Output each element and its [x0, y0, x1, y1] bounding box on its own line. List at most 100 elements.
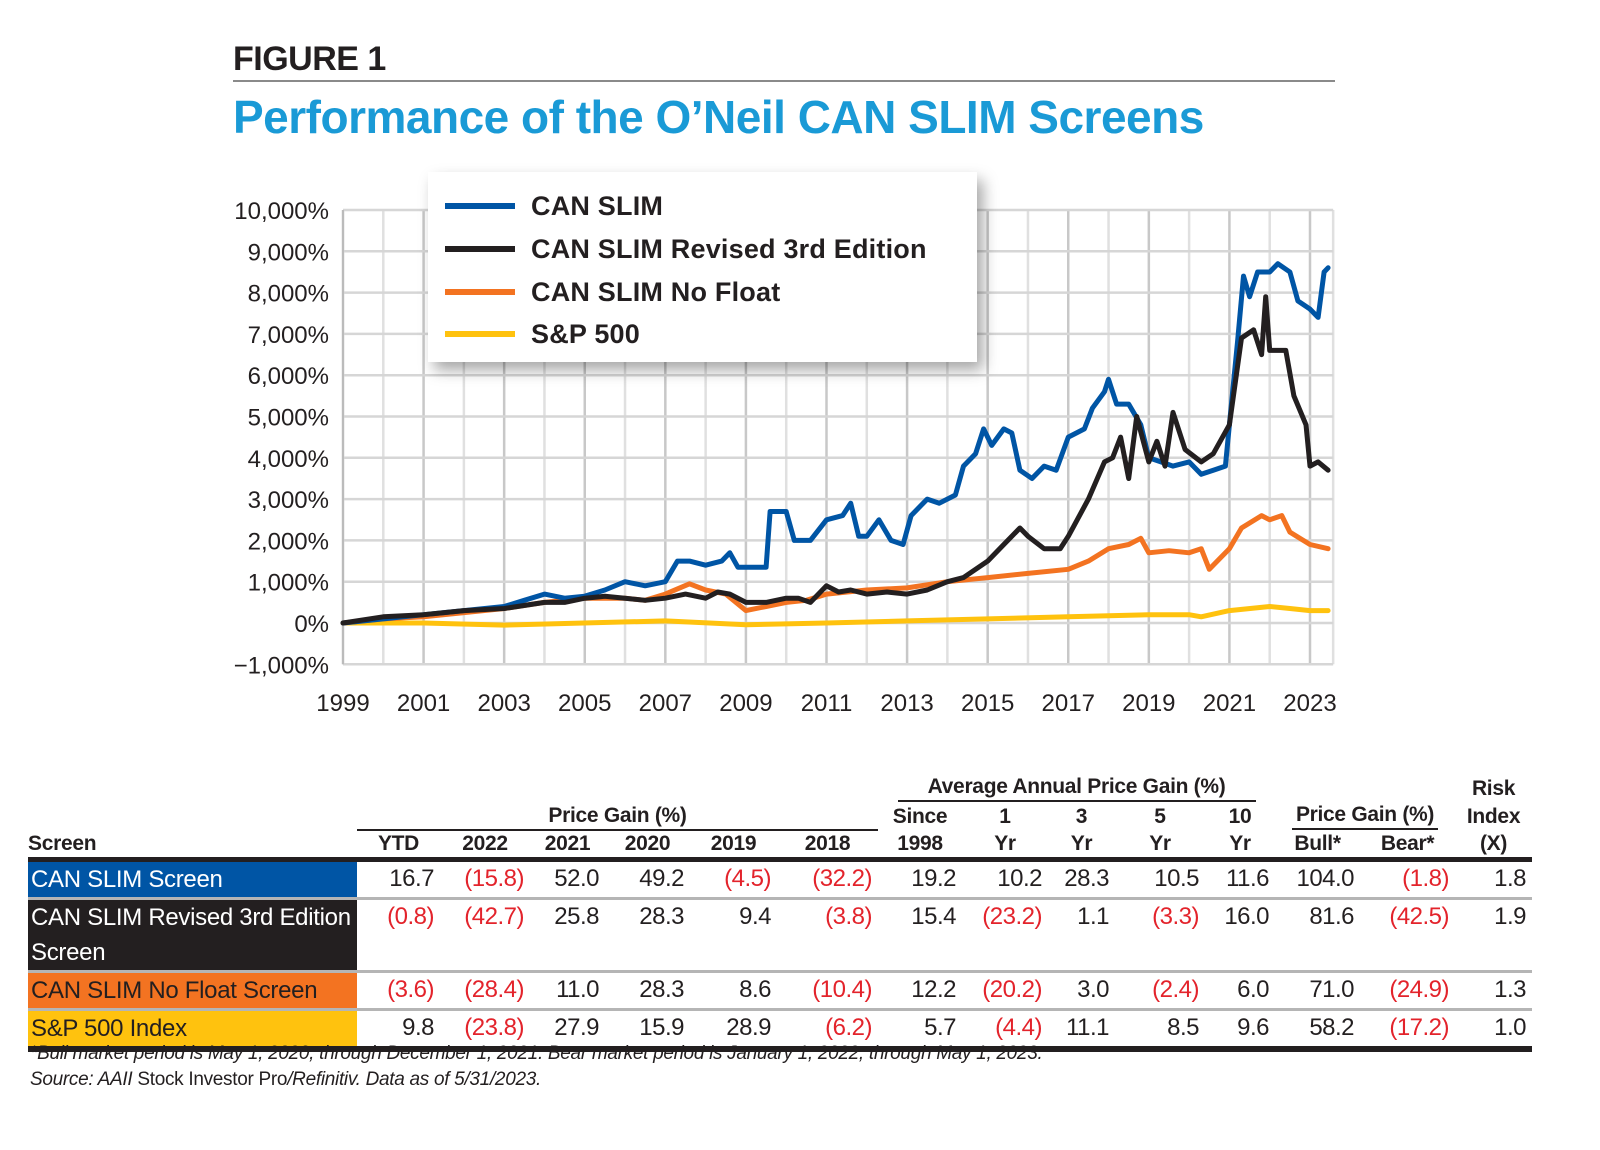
y-tick-label: 5,000% — [248, 405, 329, 432]
source-product: Stock Investor Pro — [137, 1069, 288, 1090]
column-header: 2022 — [462, 832, 508, 855]
footnote-source: Source: AAII Stock Investor Pro/Refiniti… — [30, 1069, 541, 1091]
column-header: Bear* — [1380, 832, 1435, 855]
series-line-can-slim-revised-3rd-edition — [340, 294, 1331, 626]
table-cell: 28.9 — [726, 1014, 771, 1041]
table-cell: 15.4 — [911, 903, 956, 930]
header-risk-index: Index — [1466, 805, 1521, 828]
y-tick-label: 8,000% — [248, 281, 329, 308]
header-col: 5 — [1154, 805, 1166, 828]
table-cell: 52.0 — [554, 865, 599, 892]
table-cell: 49.2 — [639, 865, 684, 892]
table-row: CAN SLIM Screen 16.7 (15.8) 52.0 49.2 (4.5) (3… — [28, 859, 1533, 899]
column-header: 2020 — [624, 832, 671, 855]
column-header: Yr — [1229, 832, 1251, 855]
column-header: Screen — [28, 832, 97, 855]
table-cell: 16.0 — [1224, 903, 1270, 930]
y-tick-label: 4,000% — [248, 446, 329, 473]
header-row-mid: Price Gain (%) Since 1 3 5 10 Price Gain… — [28, 802, 1532, 831]
table-cell: (17.2) — [1389, 1014, 1450, 1041]
y-tick-label: 9,000% — [248, 239, 329, 266]
x-tick-label: 2007 — [639, 690, 692, 717]
header-bull-bear: Price Gain (%) — [1291, 802, 1439, 830]
x-tick-label: 2009 — [719, 690, 772, 717]
header-col: 10 — [1228, 805, 1252, 828]
table-cell: 9.6 — [1237, 1014, 1270, 1041]
column-header: Yr — [994, 832, 1016, 855]
y-tick-label: 2,000% — [248, 528, 329, 555]
legend-label: CAN SLIM Revised 3rd Edition — [531, 233, 927, 264]
table-cell: (42.7) — [464, 903, 524, 930]
table-cell: (2.4) — [1152, 976, 1199, 1003]
y-tick-label: 7,000% — [248, 322, 329, 349]
table-cell: 104.0 — [1296, 865, 1355, 892]
table-cell: 28.3 — [639, 976, 684, 1003]
header-price-gain: Price Gain (%) — [357, 802, 878, 831]
table-cell: (24.9) — [1389, 976, 1450, 1003]
header-col: 3 — [1075, 805, 1088, 828]
x-tick-label: 2013 — [880, 690, 933, 717]
table-cell: (10.4) — [812, 976, 872, 1003]
x-tick-label: 2003 — [477, 690, 530, 717]
column-header: 2018 — [804, 832, 851, 855]
y-tick-label: 1,000% — [248, 570, 329, 597]
table-cell: 11.0 — [556, 976, 599, 1003]
column-header: YTD — [377, 832, 420, 855]
table-row: CAN SLIM Revised 3rd Edition Screen (0.8)… — [28, 898, 1533, 972]
table-cell: (28.4) — [464, 976, 524, 1003]
y-tick-label: 10,000% — [234, 198, 329, 225]
table-cell: 10.2 — [997, 865, 1042, 892]
table-cell: 3.0 — [1077, 976, 1109, 1003]
table-cell: 28.3 — [639, 903, 684, 930]
source-suffix: /Refinitiv. Data as of 5/31/2023. — [287, 1069, 541, 1090]
table-cell: (3.3) — [1152, 903, 1199, 930]
column-header: 1998 — [897, 832, 943, 855]
legend-swatch — [445, 289, 515, 295]
table-cell: (3.6) — [387, 976, 434, 1003]
x-tick-label: 2005 — [558, 690, 611, 717]
screen-name: CAN SLIM No Float Screen — [28, 971, 357, 1010]
x-tick-label: 2001 — [397, 690, 450, 717]
table-cell: (20.2) — [982, 976, 1042, 1003]
legend-swatch — [445, 331, 515, 337]
x-tick-label: 2011 — [801, 690, 853, 717]
y-tick-label: −1,000% — [234, 652, 329, 679]
column-header: Bull* — [1294, 832, 1341, 855]
y-tick-label: 0% — [294, 611, 329, 638]
table-cell: 81.6 — [1309, 903, 1355, 930]
table-cell: (6.2) — [825, 1014, 872, 1041]
table-cell: 5.7 — [924, 1014, 956, 1041]
series-line-s-p-500 — [340, 604, 1331, 628]
table-cell: (4.5) — [724, 865, 771, 892]
legend-label: S&P 500 — [531, 318, 640, 349]
table-cell: 8.6 — [739, 976, 771, 1003]
column-header: 2021 — [544, 832, 591, 855]
table-cell: (42.5) — [1389, 903, 1450, 930]
source-prefix: Source: AAII — [30, 1069, 138, 1090]
x-tick-label: 1999 — [316, 690, 369, 717]
column-header: Yr — [1070, 832, 1093, 855]
x-tick-label: 2023 — [1283, 690, 1336, 717]
table-cell: 25.8 — [554, 903, 599, 930]
chart-title: Performance of the O’Neil CAN SLIM Scree… — [233, 91, 1204, 143]
table-cell: 15.9 — [639, 1014, 684, 1041]
table-cell: (3.8) — [825, 903, 872, 930]
legend-swatch — [445, 203, 515, 209]
header-col: 1 — [999, 805, 1011, 828]
header-row-bottom: Screen YTD 2022 2021 2020 2019 2018 1998 Yr Yr Yr Y… — [28, 830, 1533, 860]
table-row: CAN SLIM No Float Screen (3.6) (28.4) 11.0 2… — [28, 971, 1533, 1010]
table-body: CAN SLIM Screen 16.7 (15.8) 52.0 49.2 (4.5) (3… — [28, 859, 1533, 1049]
table-cell: 27.9 — [554, 1014, 599, 1041]
table-cell: 9.4 — [739, 903, 771, 930]
table-cell: 10.5 — [1154, 865, 1199, 892]
table-cell: (1.8) — [1402, 865, 1450, 892]
table-cell: 9.8 — [402, 1014, 434, 1041]
legend-item-sp500: S&P 500 — [445, 314, 640, 354]
column-header: Yr — [1149, 832, 1171, 855]
screen-name: CAN SLIM Revised 3rd Edition Screen — [28, 898, 357, 972]
table-cell: 28.3 — [1064, 865, 1109, 892]
screen-name: CAN SLIM Screen — [28, 859, 357, 899]
series-line-can-slim — [340, 261, 1331, 626]
legend-item-can-slim-no-float: CAN SLIM No Float — [445, 272, 780, 312]
legend-item-can-slim-revised: CAN SLIM Revised 3rd Edition — [445, 229, 927, 269]
